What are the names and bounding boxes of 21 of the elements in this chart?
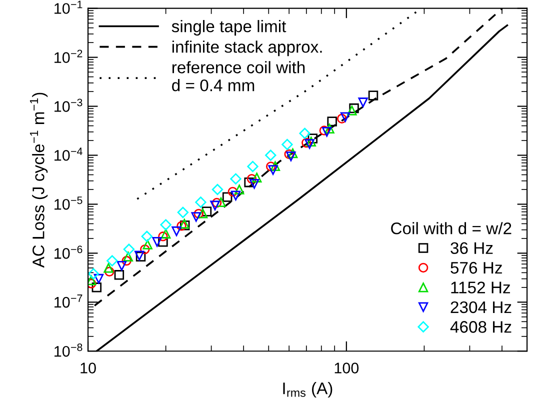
y-tick-label: 10$^{−6}$ bbox=[54, 246, 82, 259]
legend-label: single tape limit bbox=[172, 20, 286, 36]
legend-label: reference coil with d = 0.4 mm bbox=[172, 61, 305, 92]
x-tick-label: 100 bbox=[334, 362, 359, 374]
legend-label: infinite stack approx. bbox=[172, 40, 322, 56]
x-axis-title: I$_{rms}$ (A) bbox=[283, 382, 332, 398]
y-axis-title: AC Loss (J cycle$^{−1}$ m$^{−1}$) bbox=[30, 92, 48, 268]
legend-label: 2304 Hz bbox=[450, 301, 512, 314]
y-tick-label: 10$^{−2}$ bbox=[54, 50, 82, 63]
legend-label: 576 Hz bbox=[450, 262, 502, 274]
y-tick-label: 10$^{−8}$ bbox=[54, 344, 82, 357]
legend-label: 1152 Hz bbox=[451, 282, 510, 294]
y-tick-label: 10$^{−5}$ bbox=[54, 196, 82, 210]
legend-label: 36 Hz bbox=[450, 242, 493, 254]
y-tick-label: 10$^{−3}$ bbox=[54, 98, 82, 112]
y-tick-label: 10$^{−1}$ bbox=[54, 0, 82, 14]
legend-title: Coil with d = w/2 bbox=[391, 222, 512, 234]
y-tick-label: 10$^{−7}$ bbox=[54, 294, 82, 308]
legend-label: 4608 Hz bbox=[450, 321, 512, 333]
x-tick-label: 10 bbox=[80, 362, 96, 374]
y-tick-label: 10$^{−4}$ bbox=[54, 148, 82, 161]
